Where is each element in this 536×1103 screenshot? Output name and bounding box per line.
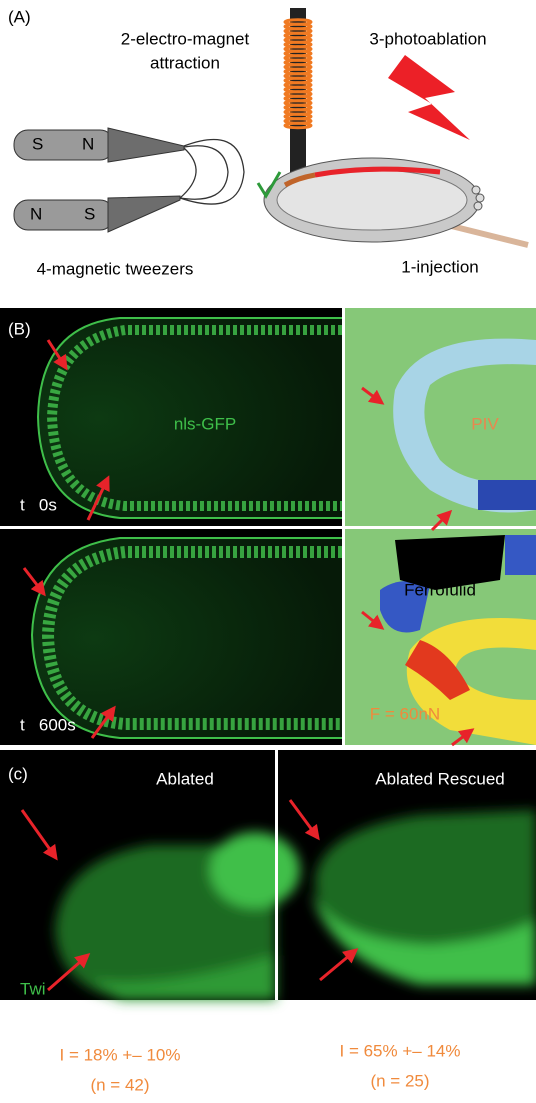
shape [474,202,482,210]
magnet [14,130,114,160]
result-label: (n = 25) [370,1071,429,1090]
result-label: I = 65% +– 14% [340,1041,461,1060]
image-label: PIV [471,414,499,433]
step-label: 4-magnetic tweezers [37,259,194,278]
time-label: t 600s [20,715,76,734]
time-label: t 0s [20,495,57,514]
magnet-tip [108,196,180,232]
shape [476,194,484,202]
step-label: 2-electro-magnet [121,29,250,48]
shape [180,148,196,198]
image-label: F = 60nN [370,704,440,723]
shape [472,186,480,194]
panel-label: (B) [8,319,31,338]
magnet-tip [108,128,184,162]
step-label: 3-photoablation [369,29,486,48]
stain-label: Twi [20,979,46,998]
panel-c: (c) Ablated Ablated Rescued Twi I = 18% … [0,750,536,1094]
result-label: (n = 42) [90,1075,149,1094]
pole-label: S [84,204,95,223]
piv-field [505,535,536,575]
panel-b: (B) nls-GFP PIV t 0s t 600s Ferrofulid F… [0,308,536,745]
step-label: attraction [150,53,220,72]
image-title: Ablated Rescued [375,769,504,788]
image-label: nls-GFP [174,414,236,433]
pole-label: N [82,134,94,153]
image-title: Ablated [156,769,214,788]
figure: (A) 2-electro-magnet attraction 3-photoa… [0,0,536,1103]
piv-field [478,480,536,510]
step-label: 1-injection [401,257,479,276]
result-label: I = 18% +– 10% [60,1045,181,1064]
pole-label: S [32,134,43,153]
image-label: Ferrofulid [404,580,476,599]
panel-label: (A) [8,7,31,26]
panel-label: (c) [8,764,28,783]
lightning [388,55,470,140]
pole-label: N [30,204,42,223]
panel-a: (A) 2-electro-magnet attraction 3-photoa… [8,7,528,278]
shape [210,832,300,908]
shape [180,140,244,205]
field-lines [180,140,244,205]
magnet [14,200,114,230]
